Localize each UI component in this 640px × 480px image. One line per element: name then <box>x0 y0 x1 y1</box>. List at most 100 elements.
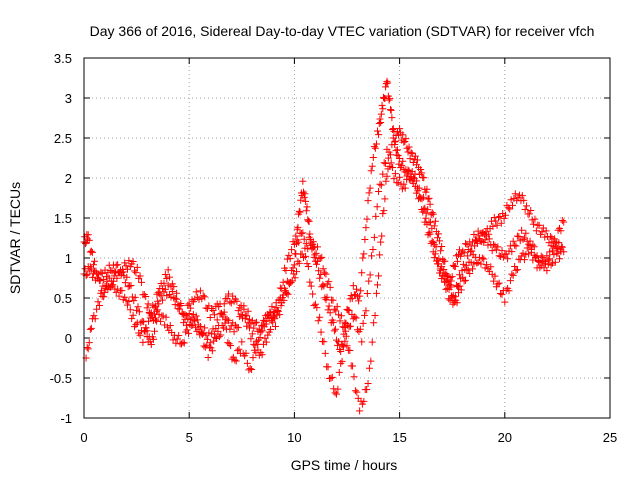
data-point <box>166 273 174 281</box>
data-point <box>300 188 308 196</box>
data-point <box>319 281 327 289</box>
data-point <box>312 260 320 268</box>
data-point <box>97 289 105 297</box>
data-point <box>152 302 160 310</box>
data-point <box>447 292 455 300</box>
data-point <box>343 342 351 350</box>
data-point <box>502 211 510 219</box>
y-axis-label: SDTVAR / TECUs <box>7 182 23 294</box>
y-tick-label: 2.5 <box>54 131 72 146</box>
data-point <box>256 333 264 341</box>
data-point <box>224 290 232 298</box>
data-point <box>329 296 337 304</box>
data-point <box>363 385 371 393</box>
data-point <box>358 269 366 277</box>
x-tick-label: 20 <box>498 430 512 445</box>
data-point <box>429 210 437 218</box>
data-point <box>154 306 162 314</box>
data-point <box>418 195 426 203</box>
data-point <box>342 319 350 327</box>
data-point <box>243 312 251 320</box>
data-point <box>447 277 455 285</box>
data-point <box>338 357 346 365</box>
data-point <box>242 349 250 357</box>
data-point <box>477 260 485 268</box>
data-point <box>187 304 195 312</box>
data-point <box>527 207 535 215</box>
data-point <box>303 260 311 268</box>
data-point <box>391 170 399 178</box>
y-tick-label: -0.5 <box>50 371 72 386</box>
data-point <box>481 236 489 244</box>
data-point <box>504 204 512 212</box>
data-point <box>412 177 420 185</box>
data-point <box>513 266 521 274</box>
data-point <box>320 338 328 346</box>
data-point <box>138 317 146 325</box>
data-point <box>143 327 151 335</box>
data-point <box>388 114 396 122</box>
data-point <box>558 243 566 251</box>
data-point <box>100 293 108 301</box>
data-point <box>550 243 558 251</box>
data-point <box>175 305 183 313</box>
data-point <box>382 159 390 167</box>
data-point <box>211 333 219 341</box>
data-point <box>295 238 303 246</box>
data-point <box>90 312 98 320</box>
data-point <box>435 230 443 238</box>
data-point <box>369 246 377 254</box>
data-point <box>422 188 430 196</box>
data-point <box>334 385 342 393</box>
data-point <box>437 247 445 255</box>
data-point <box>244 307 252 315</box>
data-point <box>509 237 517 245</box>
data-point <box>142 292 150 300</box>
data-point <box>365 277 373 285</box>
data-point <box>128 315 136 323</box>
data-point <box>164 266 172 274</box>
data-point <box>342 332 350 340</box>
data-point <box>134 303 142 311</box>
data-point <box>512 266 520 274</box>
data-point <box>93 305 101 313</box>
data-point <box>428 237 436 245</box>
data-point <box>113 274 121 282</box>
data-point <box>384 79 392 87</box>
data-point <box>346 347 354 355</box>
data-point <box>339 323 347 331</box>
data-point <box>274 306 282 314</box>
data-point <box>235 345 243 353</box>
data-point <box>125 298 133 306</box>
data-point <box>87 247 95 255</box>
data-point <box>119 266 127 274</box>
data-point <box>387 106 395 114</box>
data-point <box>85 339 93 347</box>
data-point <box>81 240 89 248</box>
data-point <box>478 238 486 246</box>
data-point <box>271 315 279 323</box>
data-point <box>152 316 160 324</box>
data-point <box>424 206 432 214</box>
data-point <box>149 335 157 343</box>
data-point <box>215 333 223 341</box>
data-point <box>248 330 256 338</box>
data-point <box>375 272 383 280</box>
data-point <box>210 311 218 319</box>
data-point <box>456 282 464 290</box>
data-point <box>378 101 386 109</box>
data-point <box>377 110 385 118</box>
data-point <box>558 217 566 224</box>
data-point <box>515 232 523 240</box>
data-point <box>290 240 298 248</box>
data-point <box>303 203 311 211</box>
data-point <box>268 303 276 311</box>
data-point <box>201 324 209 332</box>
data-point <box>424 195 432 203</box>
data-point <box>91 315 99 323</box>
data-point <box>175 332 183 340</box>
data-point <box>154 288 162 296</box>
data-point <box>410 155 418 163</box>
data-point <box>508 248 516 256</box>
